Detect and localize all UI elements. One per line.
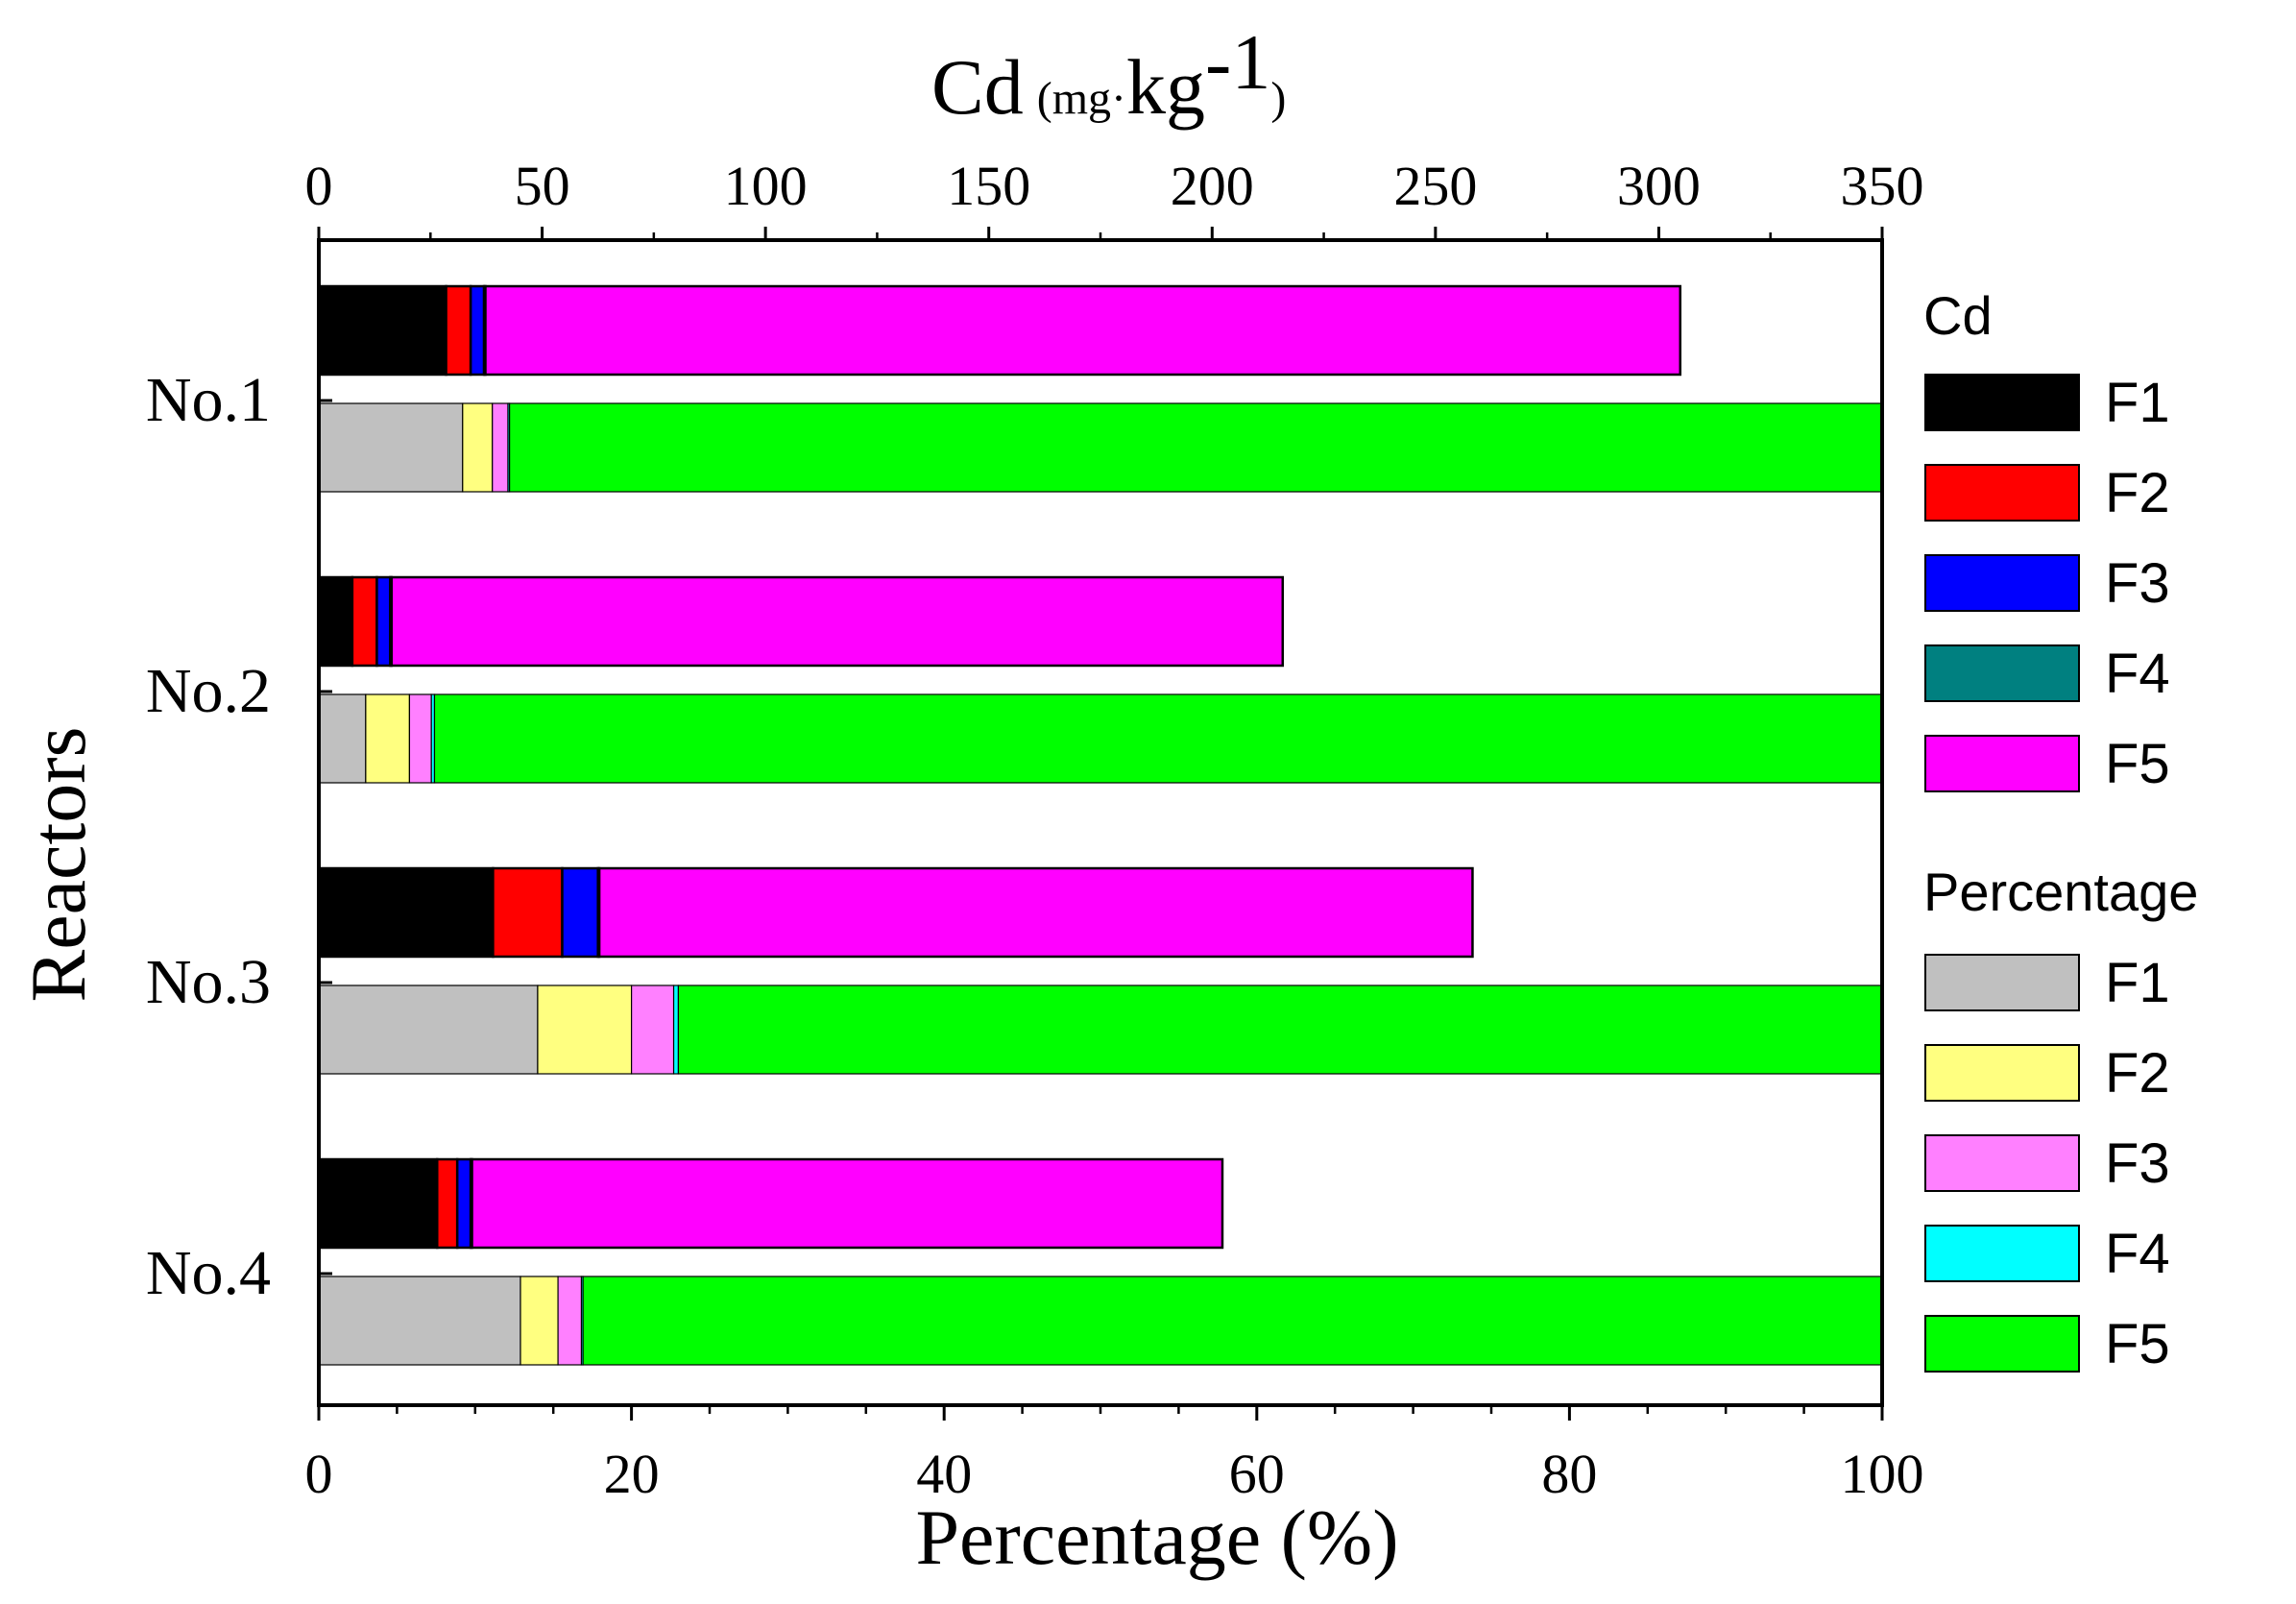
legend-percentage-label-f3: F3 [2105,1132,2170,1195]
legend-percentage-swatch-f1 [1924,954,2080,1011]
bar-percentage-f2-3 [537,984,633,1075]
legend-percentage-swatch-f4 [1924,1225,2080,1282]
legend-cd-label-f5: F5 [2105,733,2170,795]
plot-frame [317,238,1884,1407]
bottom-axis-title: Percentage (%) [915,1494,1398,1581]
bar-percentage-f3-3 [630,984,675,1075]
bar-percentage-f3-4 [557,1276,583,1366]
legend-percentage-label-f2: F2 [2105,1042,2170,1105]
bar-percentage-f1-1 [318,402,464,493]
bar-cd-f5-2 [390,575,1285,668]
bottom-tick-label-2: 40 [916,1443,972,1505]
legend-cd-swatch-f5 [1924,735,2080,792]
legend-percentage-swatch-f2 [1924,1044,2080,1102]
category-label-1: No.1 [146,365,271,435]
top-tick-label-5: 250 [1393,155,1477,217]
legend-title-cd: Cd [1923,285,1993,346]
legend-cd-label-f2: F2 [2105,462,2170,524]
bar-percentage-f5-1 [509,402,1883,493]
category-label-4: No.4 [146,1238,271,1308]
legend-percentage-swatch-f3 [1924,1134,2080,1192]
top-axis-title-exp: -1 [1205,18,1270,106]
legend-cd-label-f1: F1 [2105,372,2170,434]
bottom-tick-label-5: 100 [1841,1443,1924,1505]
bar-percentage-f3-2 [408,693,432,784]
top-axis-title-dot: · [1111,73,1126,124]
bar-cd-f3-1 [469,284,486,377]
bar-percentage-f4-3 [672,984,680,1075]
category-label-3: No.3 [146,947,271,1017]
bar-percentage-f1-4 [318,1276,521,1366]
bottom-tick-label-0: 0 [305,1443,333,1505]
bar-percentage-f5-2 [433,693,1883,784]
bar-cd-f3-4 [455,1157,472,1250]
bottom-tick-label-3: 60 [1229,1443,1285,1505]
bar-cd-f5-4 [471,1157,1224,1250]
legend-cd-label-f4: F4 [2105,643,2170,705]
bar-cd-f1-2 [317,575,354,668]
top-axis-title-main: Cd [931,43,1024,131]
bar-cd-f2-4 [436,1157,459,1250]
bottom-tick-label-1: 20 [604,1443,660,1505]
legend-cd-label-f3: F3 [2105,552,2170,615]
bar-cd-f5-3 [597,866,1474,959]
bar-cd-f5-1 [484,284,1682,377]
top-tick-label-3: 150 [947,155,1030,217]
top-tick-label-2: 100 [724,155,808,217]
top-axis-title-close: ) [1270,73,1286,124]
legend-percentage-label-f4: F4 [2105,1223,2170,1285]
ticks-group: 0 50 100 150 200 250 300 350 0 20 40 60 80 100 [305,155,1924,1505]
top-tick-label-0: 0 [305,155,333,217]
legend-percentage-swatch-f5 [1924,1315,2080,1373]
bottom-tick-label-4: 80 [1541,1443,1597,1505]
top-axis-title: Cd (mg·kg-1) [931,18,1286,131]
bar-cd-f2-3 [492,866,564,959]
bar-cd-f3-2 [375,575,392,668]
bar-cd-f1-1 [317,284,447,377]
bars-group [317,284,1883,1366]
bar-percentage-f3-1 [492,402,509,493]
legend-cd-swatch-f2 [1924,464,2080,522]
bar-cd-f2-1 [445,284,472,377]
bar-percentage-f2-4 [520,1276,559,1366]
bar-cd-f3-3 [561,866,599,959]
top-axis-title-mid: kg [1126,43,1205,131]
legend-cd-swatch-f1 [1924,374,2080,431]
bar-cd-f2-2 [350,575,378,668]
category-label-2: No.2 [146,656,271,726]
top-tick-label-4: 200 [1171,155,1254,217]
legend-percentage-label-f5: F5 [2105,1313,2170,1375]
top-tick-label-1: 50 [515,155,570,217]
legend-title-percentage: Percentage [1923,862,2198,922]
top-tick-label-7: 350 [1841,155,1924,217]
top-tick-label-6: 300 [1617,155,1701,217]
bar-cd-f1-3 [317,866,495,959]
top-axis-title-open: (mg [1037,73,1111,124]
legend-cd-swatch-f3 [1924,554,2080,612]
bar-percentage-f1-2 [318,693,367,784]
bar-percentage-f2-2 [365,693,411,784]
bar-percentage-f2-1 [462,402,494,493]
legend-percentage-label-f1: F1 [2105,952,2170,1014]
category-labels-group: No.1 No.2 No.3 No.4 [146,365,271,1308]
legend: Cd Percentage F1 F2 F3 F4 F5 F1 F2 F3 F4 F5 [1923,285,2198,1375]
bar-percentage-f5-3 [677,984,1883,1075]
bar-cd-f1-4 [317,1157,439,1250]
legend-items: F1 F2 F3 F4 F5 F1 F2 F3 F4 F5 [1924,372,2170,1375]
y-axis-title: Reactors [14,727,102,1003]
bar-percentage-f5-4 [582,1276,1883,1366]
legend-cd-swatch-f4 [1924,644,2080,702]
bar-percentage-f1-3 [318,984,539,1075]
